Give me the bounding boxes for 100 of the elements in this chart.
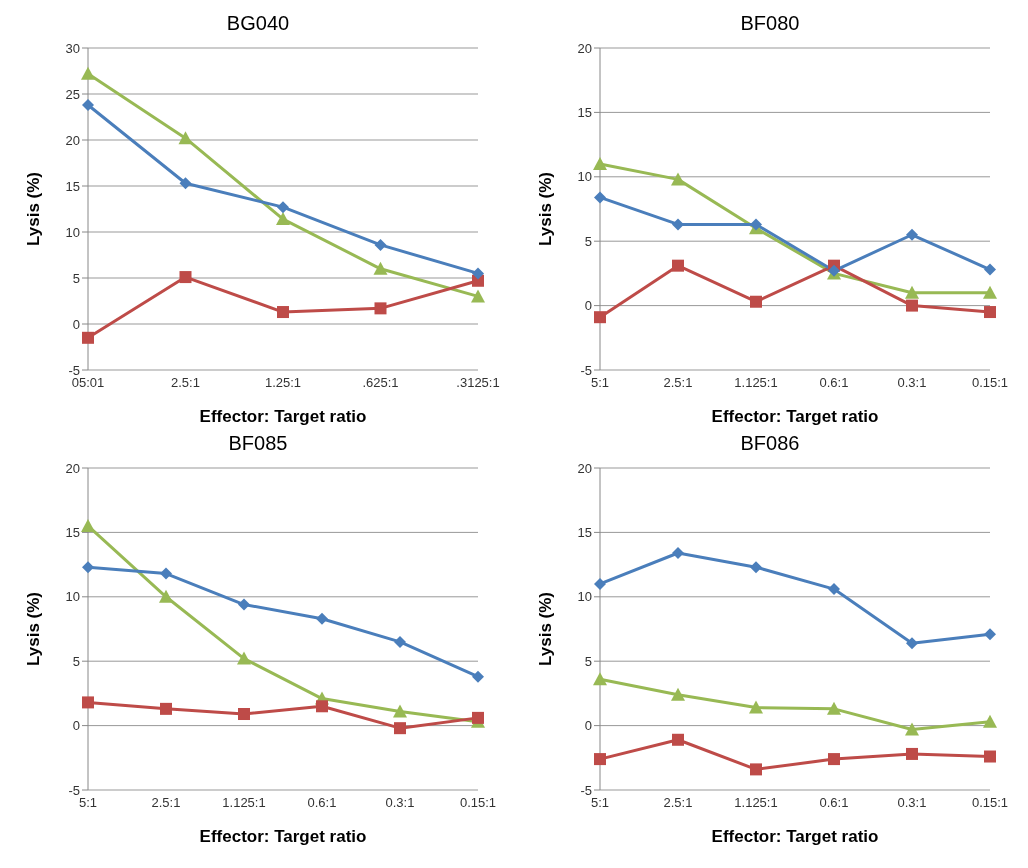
x-axis-title: Effector: Target ratio [199, 827, 367, 846]
point [828, 583, 840, 596]
point [393, 704, 407, 718]
x-tick-label: 0.6:1 [819, 795, 849, 811]
x-axis-title: Effector: Target ratio [711, 827, 879, 846]
chart-title: BF080 [739, 11, 801, 36]
point [984, 628, 996, 641]
y-tick-label: -5 [68, 362, 80, 378]
x-axis-title: Effector: Target ratio [199, 407, 367, 426]
point [828, 753, 840, 766]
y-axis-title: Lysis (%) [536, 591, 556, 667]
point [238, 598, 250, 611]
chart-title: BF086 [739, 431, 801, 456]
y-tick-label: 20 [577, 40, 592, 56]
point [178, 131, 193, 145]
point [82, 331, 94, 344]
x-tick-label: 1.125:1 [222, 795, 266, 811]
x-tick-label: 5:1 [78, 795, 98, 811]
point [593, 672, 607, 686]
x-tick-label: 0.6:1 [307, 795, 337, 811]
x-tick-label: 0.3:1 [897, 375, 927, 391]
point [276, 212, 290, 226]
x-tick-label: 1.25:1 [264, 375, 302, 391]
y-tick-label: 20 [577, 460, 592, 476]
y-tick-label: 20 [65, 132, 80, 148]
point [82, 696, 94, 709]
y-tick-label: 5 [72, 653, 80, 669]
point [472, 670, 484, 683]
y-axis-title: Lysis (%) [24, 591, 44, 667]
chart-title: BG040 [225, 11, 291, 36]
point [672, 733, 684, 746]
point [749, 700, 763, 714]
x-tick-label: 0.15:1 [971, 375, 1009, 391]
x-tick-label: 5:1 [590, 375, 610, 391]
y-tick-label: 20 [65, 460, 80, 476]
y-tick-label: 10 [65, 589, 80, 605]
y-tick-label: 5 [72, 270, 80, 286]
point [179, 177, 192, 190]
point [750, 295, 762, 308]
point [316, 612, 328, 625]
x-tick-label: 0.15:1 [459, 795, 497, 811]
x-tick-label: 1.125:1 [734, 795, 778, 811]
y-tick-label: 0 [584, 718, 592, 734]
point [159, 589, 173, 603]
point [750, 763, 762, 776]
point [277, 201, 289, 214]
y-tick-label: 15 [577, 525, 592, 541]
point [750, 561, 762, 574]
point [160, 567, 172, 580]
y-tick-label: 0 [72, 316, 80, 332]
point [594, 577, 606, 590]
x-tick-label: .3125:1 [456, 375, 500, 391]
point [593, 156, 607, 170]
point [374, 238, 387, 251]
y-tick-label: 5 [584, 233, 592, 249]
y-tick-label: 30 [65, 40, 80, 56]
point [984, 263, 996, 276]
point [672, 259, 684, 272]
x-tick-label: 1.125:1 [734, 375, 778, 391]
y-tick-label: 5 [584, 653, 592, 669]
y-tick-label: -5 [580, 362, 592, 378]
point [984, 750, 996, 763]
x-tick-label: 5:1 [590, 795, 610, 811]
y-tick-label: 25 [65, 86, 80, 102]
point [472, 711, 484, 724]
point [750, 218, 762, 231]
y-tick-label: 0 [72, 718, 80, 734]
x-tick-label: 0.6:1 [819, 375, 849, 391]
point [983, 714, 997, 728]
point [906, 228, 918, 241]
x-tick-label: 2.5:1 [151, 795, 181, 811]
y-tick-label: 15 [577, 105, 592, 121]
point [906, 637, 918, 650]
point [906, 299, 918, 312]
point [827, 701, 841, 715]
point [82, 561, 94, 574]
point [983, 285, 997, 299]
x-tick-label: 05:01 [71, 375, 105, 391]
point [160, 702, 172, 715]
point [671, 687, 685, 701]
point [277, 306, 289, 319]
point [373, 261, 388, 275]
x-tick-label: 0.15:1 [971, 795, 1009, 811]
y-axis-title: Lysis (%) [536, 171, 556, 247]
y-tick-label: 0 [584, 298, 592, 314]
point [471, 289, 485, 303]
y-tick-label: 10 [577, 589, 592, 605]
chart-title: BF085 [227, 431, 289, 456]
point [672, 547, 684, 560]
x-tick-label: 0.3:1 [897, 795, 927, 811]
y-tick-label: 15 [65, 525, 80, 541]
point [394, 722, 406, 735]
point [374, 302, 387, 315]
point [472, 267, 484, 280]
point [179, 271, 192, 284]
x-axis-title: Effector: Target ratio [711, 407, 879, 426]
point [394, 635, 406, 648]
point [316, 700, 328, 713]
point [238, 708, 250, 721]
y-tick-label: -5 [580, 782, 592, 798]
